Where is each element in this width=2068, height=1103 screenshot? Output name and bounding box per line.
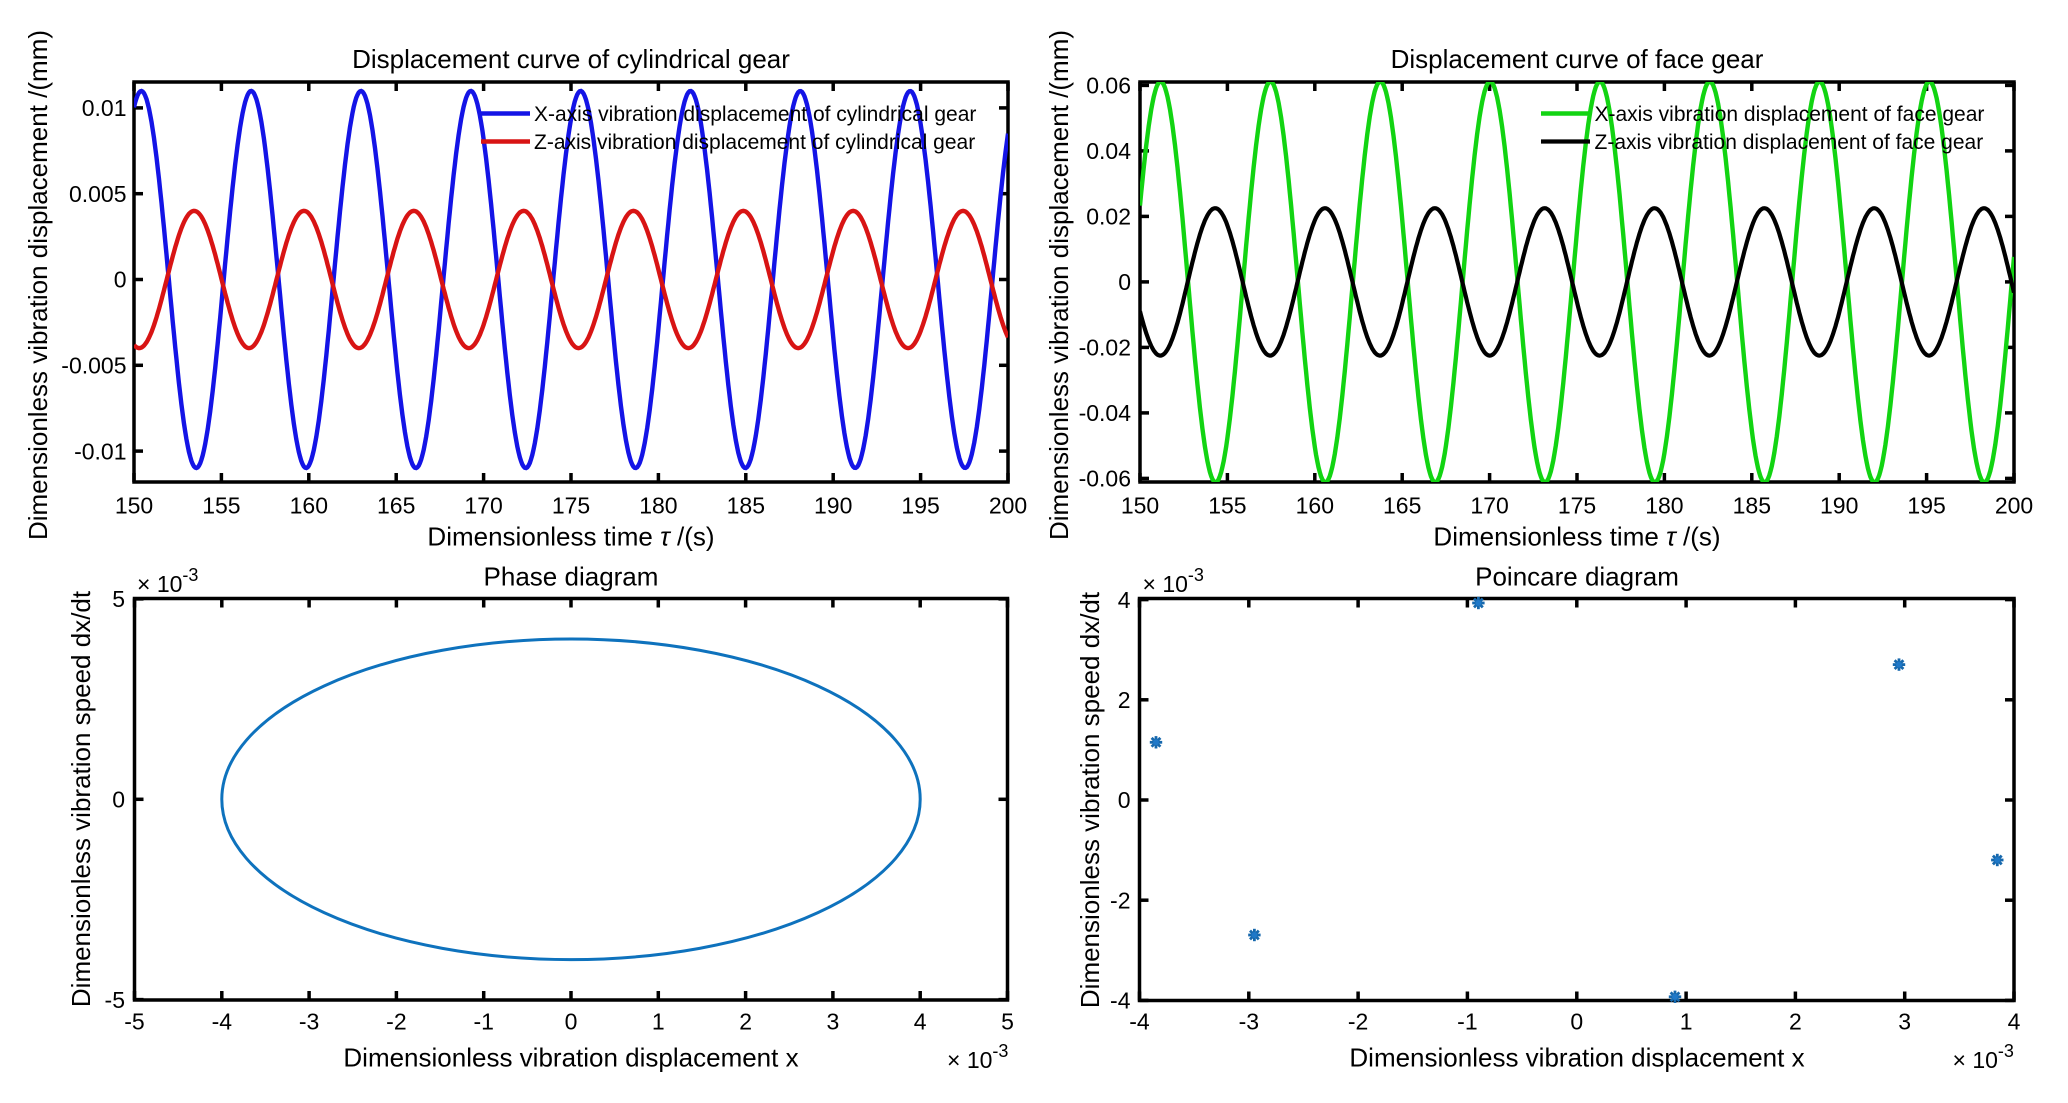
svg-text:Dimensionless time τ /(s): Dimensionless time τ /(s) [1433, 522, 1720, 552]
svg-text:0.06: 0.06 [1086, 73, 1131, 99]
svg-text:-4: -4 [1129, 1009, 1150, 1035]
svg-text:170: 170 [1470, 493, 1508, 519]
svg-text:-0.005: -0.005 [61, 353, 126, 379]
svg-text:0: 0 [1118, 787, 1131, 813]
svg-text:X-axis vibration displacement: X-axis vibration displacement of cylindr… [534, 103, 976, 126]
svg-text:-3: -3 [1239, 1009, 1259, 1035]
svg-text:Dimensionless vibration displa: Dimensionless vibration displacement x [343, 1043, 798, 1073]
svg-text:3: 3 [827, 1009, 840, 1035]
svg-text:180: 180 [1645, 493, 1683, 519]
svg-text:-5: -5 [124, 1009, 144, 1035]
svg-text:Poincare diagram: Poincare diagram [1475, 562, 1679, 592]
svg-text:-1: -1 [1457, 1009, 1477, 1035]
svg-text:0: 0 [114, 267, 127, 293]
svg-text:150: 150 [1121, 493, 1159, 519]
svg-text:Z-axis vibration displacement: Z-axis vibration displacement of cylindr… [534, 131, 975, 154]
svg-text:2: 2 [739, 1009, 752, 1035]
svg-text:Phase diagram: Phase diagram [484, 562, 659, 592]
svg-text:2: 2 [1118, 687, 1131, 713]
svg-text:Dimensionless vibration displa: Dimensionless vibration displacement /(m… [1044, 30, 1074, 540]
svg-text:160: 160 [1296, 493, 1334, 519]
svg-text:1: 1 [1680, 1009, 1693, 1035]
svg-text:-0.02: -0.02 [1079, 335, 1131, 361]
svg-text:-4: -4 [212, 1009, 233, 1035]
svg-text:0.04: 0.04 [1086, 138, 1131, 164]
svg-text:155: 155 [1208, 493, 1246, 519]
svg-text:190: 190 [1820, 493, 1858, 519]
svg-text:0.005: 0.005 [69, 181, 127, 207]
svg-text:-3: -3 [299, 1009, 319, 1035]
svg-text:-2: -2 [1110, 887, 1130, 913]
svg-text:0: 0 [112, 787, 125, 813]
svg-text:0: 0 [565, 1009, 578, 1035]
svg-text:190: 190 [814, 493, 852, 519]
svg-text:160: 160 [290, 493, 328, 519]
svg-text:Dimensionless vibration displa: Dimensionless vibration displacement x [1349, 1043, 1804, 1073]
svg-text:165: 165 [1383, 493, 1421, 519]
svg-text:Dimensionless vibration displa: Dimensionless vibration displacement /(m… [23, 30, 53, 540]
svg-text:0.02: 0.02 [1086, 204, 1131, 230]
svg-text:-2: -2 [1348, 1009, 1368, 1035]
svg-text:175: 175 [1558, 493, 1596, 519]
svg-text:0: 0 [1570, 1009, 1583, 1035]
svg-text:-0.04: -0.04 [1079, 400, 1132, 426]
svg-text:3: 3 [1898, 1009, 1911, 1035]
svg-text:170: 170 [464, 493, 502, 519]
svg-text:Dimensionless vibration speed: Dimensionless vibration speed dx/dt [1075, 591, 1105, 1008]
svg-text:165: 165 [377, 493, 415, 519]
svg-text:0.01: 0.01 [82, 95, 127, 121]
svg-text:155: 155 [202, 493, 240, 519]
svg-text:175: 175 [552, 493, 590, 519]
svg-text:Dimensionless vibration speed: Dimensionless vibration speed dx/dt [66, 590, 96, 1007]
svg-text:-1: -1 [473, 1009, 493, 1035]
svg-text:Displacement curve of cylindri: Displacement curve of cylindrical gear [352, 44, 790, 74]
svg-text:180: 180 [639, 493, 677, 519]
svg-text:4: 4 [914, 1009, 927, 1035]
svg-text:150: 150 [115, 493, 153, 519]
svg-text:195: 195 [1907, 493, 1945, 519]
svg-text:-0.06: -0.06 [1079, 466, 1131, 492]
svg-text:X-axis vibration displacement: X-axis vibration displacement of face ge… [1595, 103, 1985, 126]
svg-text:5: 5 [112, 586, 125, 612]
svg-text:185: 185 [727, 493, 765, 519]
svg-text:5: 5 [1001, 1009, 1014, 1035]
svg-text:Z-axis vibration displacement: Z-axis vibration displacement of face ge… [1595, 131, 1984, 154]
svg-text:4: 4 [1118, 587, 1131, 613]
svg-text:-4: -4 [1110, 988, 1131, 1014]
svg-text:1: 1 [652, 1009, 665, 1035]
svg-text:-5: -5 [105, 987, 125, 1013]
svg-text:185: 185 [1733, 493, 1771, 519]
svg-text:200: 200 [1995, 493, 2033, 519]
svg-text:0: 0 [1118, 269, 1131, 295]
svg-text:Dimensionless time τ /(s): Dimensionless time τ /(s) [427, 522, 714, 552]
svg-text:195: 195 [901, 493, 939, 519]
svg-text:-2: -2 [386, 1009, 406, 1035]
svg-text:2: 2 [1789, 1009, 1802, 1035]
svg-text:-0.01: -0.01 [74, 438, 126, 464]
svg-text:Displacement curve of face gea: Displacement curve of face gear [1391, 44, 1764, 74]
svg-text:4: 4 [2008, 1009, 2021, 1035]
svg-text:200: 200 [989, 493, 1027, 519]
